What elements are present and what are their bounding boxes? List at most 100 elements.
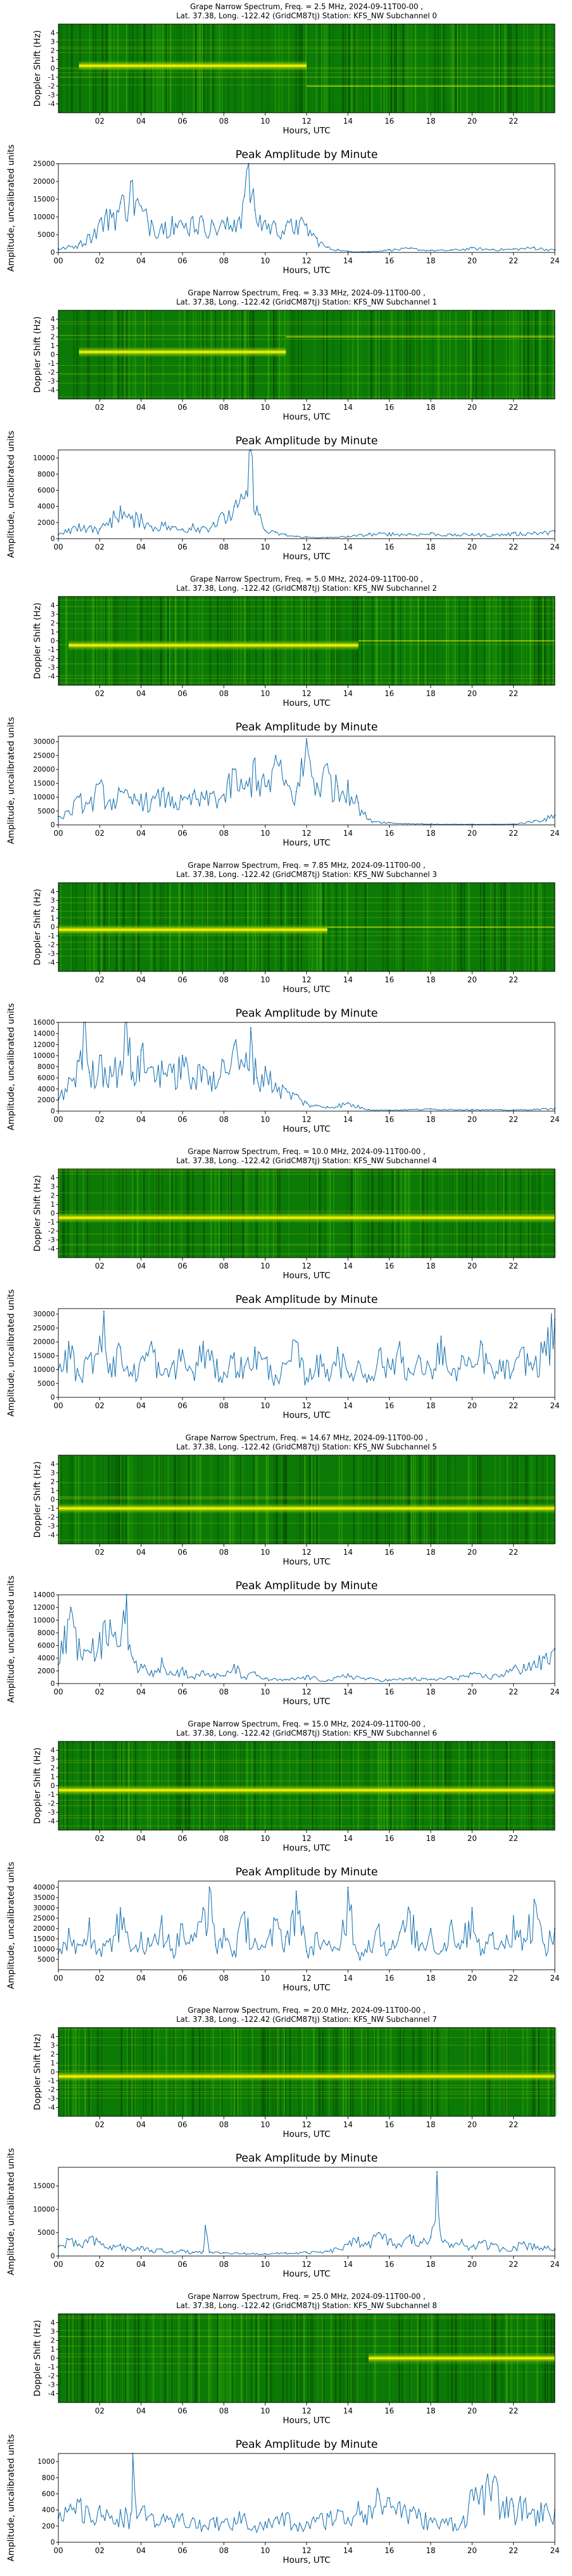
- amplitude-point: [409, 1677, 411, 1679]
- noise-stripe: [352, 24, 354, 113]
- x-tick-label: 24: [550, 829, 560, 838]
- y-tick-label: 8000: [37, 1063, 55, 1071]
- amplitude-point: [233, 505, 235, 507]
- y-tick-label: 15000: [33, 779, 55, 787]
- y-tick-label: 4: [50, 1747, 55, 1755]
- x-tick-label: 20: [467, 2261, 477, 2269]
- noise-stripe: [232, 2314, 233, 2403]
- x-axis-label: Hours, UTC: [283, 984, 330, 994]
- noise-stripe: [137, 2314, 139, 2403]
- noise-band: [58, 382, 555, 384]
- spectrum-subtitle: Lat. 37.38, Long. -122.42 (GridCM87tj) S…: [176, 12, 437, 21]
- x-tick-label: 06: [178, 1835, 188, 1843]
- spectrum-title: Grape Narrow Spectrum, Freq. = 14.67 MHz…: [185, 1434, 428, 1443]
- amplitude-point: [181, 528, 184, 530]
- amplitude-point: [140, 206, 142, 207]
- noise-stripe: [433, 1455, 435, 1544]
- amplitude-point: [171, 526, 173, 528]
- amplitude-point: [327, 1369, 328, 1370]
- amplitude-point: [89, 2237, 90, 2238]
- y-tick-label: 2: [50, 1478, 55, 1486]
- amplitude-point: [399, 2243, 400, 2245]
- noise-stripe: [276, 1455, 278, 1544]
- y-tick-label: -1: [48, 73, 55, 81]
- x-tick-label: 00: [54, 2261, 63, 2269]
- noise-stripe: [89, 2314, 91, 2403]
- x-tick-label: 06: [178, 1402, 188, 1411]
- amplitude-point: [264, 1677, 266, 1680]
- noise-stripe: [391, 1455, 393, 1544]
- amplitude-point: [63, 1626, 66, 1627]
- amplitude-point: [109, 517, 111, 519]
- noise-band: [58, 2087, 555, 2088]
- noise-stripe: [415, 1455, 416, 1544]
- amplitude-point: [171, 1948, 173, 1950]
- y-tick-label: 25000: [33, 160, 55, 168]
- amplitude-point: [337, 1948, 339, 1950]
- noise-stripe: [251, 2314, 252, 2403]
- noise-stripe: [509, 310, 511, 399]
- noise-stripe: [357, 310, 359, 399]
- amplitude-point: [388, 2239, 390, 2241]
- x-tick-label: 16: [384, 2407, 394, 2416]
- x-tick-label: 00: [54, 829, 63, 838]
- noise-stripe: [312, 2314, 313, 2403]
- amplitude-point: [533, 246, 535, 248]
- noise-stripe: [78, 1455, 80, 1544]
- y-tick-label: 4: [50, 29, 55, 37]
- amplitude-point: [244, 1911, 245, 1913]
- noise-band: [58, 1539, 555, 1540]
- x-tick-label: 14: [343, 2407, 353, 2416]
- noise-stripe: [70, 1455, 71, 1544]
- noise-stripe: [406, 24, 407, 113]
- noise-stripe: [536, 24, 538, 113]
- x-tick-label: 16: [384, 1974, 394, 1983]
- amplitude-point: [419, 1944, 422, 1946]
- noise-stripe: [354, 24, 356, 113]
- amplitude-point: [204, 2225, 206, 2227]
- noise-stripe: [355, 24, 356, 113]
- noise-stripe: [304, 1455, 306, 1544]
- x-tick-label: 00: [54, 543, 63, 552]
- amplitude-point: [482, 1344, 483, 1346]
- amplitude-point: [140, 1049, 142, 1051]
- amplitude-point: [233, 1950, 235, 1952]
- x-tick-label: 16: [384, 257, 394, 266]
- amplitude-title: Peak Amplitude by Minute: [236, 1866, 378, 1878]
- x-tick-label: 12: [302, 2547, 312, 2555]
- x-tick-label: 02: [95, 1835, 105, 1843]
- y-tick-label: 0: [50, 2354, 55, 2362]
- noise-stripe: [255, 2314, 257, 2403]
- noise-stripe: [142, 2314, 144, 2403]
- amplitude-point: [99, 1632, 101, 1634]
- y-tick-label: -1: [48, 932, 55, 940]
- amplitude-point: [120, 202, 121, 204]
- amplitude-point: [202, 796, 204, 798]
- noise-stripe: [450, 1455, 451, 1544]
- noise-stripe: [449, 310, 451, 399]
- noise-stripe: [71, 24, 73, 113]
- spectrum-title: Grape Narrow Spectrum, Freq. = 10.0 MHz,…: [188, 1148, 425, 1156]
- noise-stripe: [478, 24, 479, 113]
- x-tick-label: 12: [302, 1548, 312, 1557]
- x-tick-label: 14: [343, 543, 353, 552]
- amplitude-point: [295, 535, 297, 537]
- amplitude-point: [181, 2250, 184, 2251]
- x-tick-label: 24: [550, 2547, 560, 2555]
- noise-stripe: [507, 310, 509, 399]
- y-tick-label: 30000: [33, 1904, 55, 1912]
- spectrum-title: Grape Narrow Spectrum, Freq. = 20.0 MHz,…: [188, 2006, 425, 2015]
- noise-stripe: [309, 1455, 311, 1544]
- amplitude-point: [533, 1661, 535, 1662]
- amplitude-point: [223, 2252, 225, 2254]
- noise-stripe: [453, 24, 455, 113]
- noise-band: [58, 2318, 555, 2319]
- noise-stripe: [282, 1455, 284, 1544]
- x-tick-label: 10: [260, 1548, 270, 1557]
- amplitude-point: [419, 2513, 422, 2515]
- x-tick-label: 04: [136, 2547, 146, 2555]
- y-tick-label: -2: [48, 1800, 55, 1808]
- x-tick-label: 12: [302, 2261, 312, 2269]
- amplitude-point: [533, 2509, 535, 2511]
- y-tick-label: 16000: [33, 1018, 55, 1026]
